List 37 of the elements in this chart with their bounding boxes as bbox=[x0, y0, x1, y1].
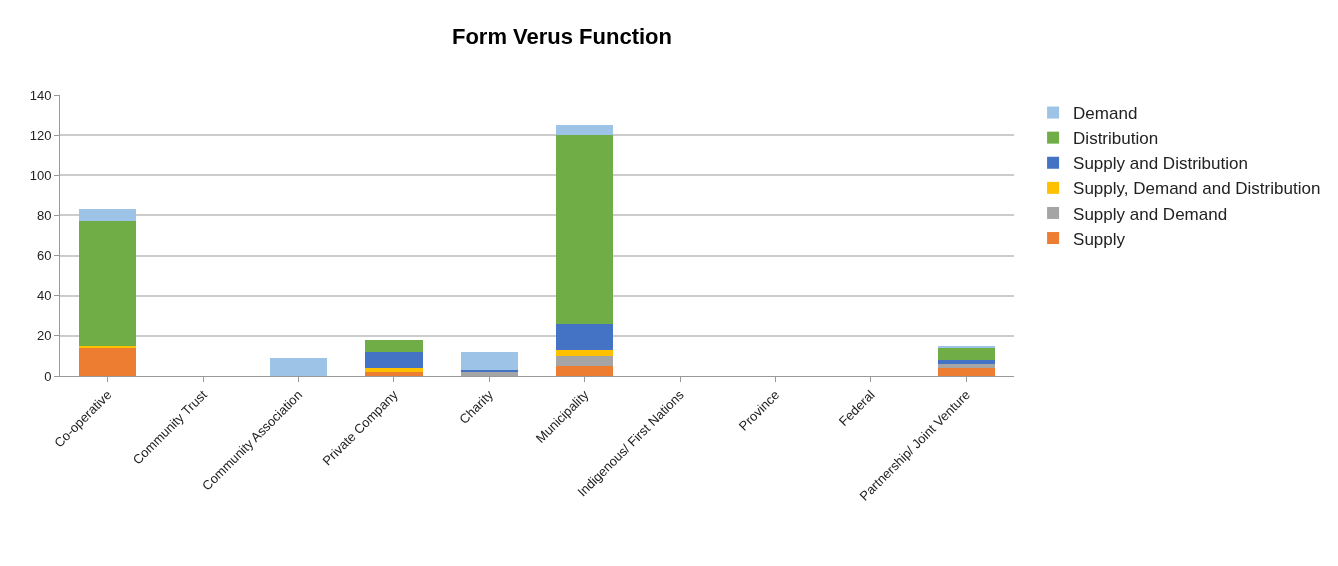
bar bbox=[556, 355, 614, 366]
legend-label: Supply, Demand and Distribution bbox=[1073, 179, 1321, 199]
y-tick-label: 20 bbox=[36, 328, 52, 344]
bar bbox=[79, 209, 137, 222]
bar bbox=[269, 357, 328, 376]
bar bbox=[365, 371, 423, 376]
bar bbox=[79, 345, 137, 348]
bar bbox=[79, 221, 137, 346]
bar bbox=[556, 125, 614, 136]
y-tick-label: 60 bbox=[36, 248, 52, 264]
bar bbox=[556, 365, 614, 376]
legend-label: Distribution bbox=[1073, 129, 1159, 149]
legend-label: Supply and Distribution bbox=[1073, 154, 1248, 174]
bar bbox=[937, 345, 995, 348]
bar bbox=[556, 349, 614, 356]
bar bbox=[556, 323, 614, 350]
bar bbox=[556, 135, 614, 324]
legend-label: Supply and Demand bbox=[1073, 204, 1228, 224]
bar bbox=[365, 339, 423, 352]
legend-label: Demand bbox=[1073, 104, 1138, 124]
y-tick-label: 100 bbox=[29, 167, 52, 183]
y-tick-label: 40 bbox=[36, 288, 52, 304]
bar bbox=[937, 367, 995, 376]
bar bbox=[937, 363, 995, 368]
bar bbox=[365, 351, 423, 368]
bar bbox=[460, 351, 518, 370]
y-tick-label: 80 bbox=[36, 207, 52, 223]
bar bbox=[937, 359, 995, 364]
legend-label: Supply bbox=[1073, 229, 1126, 249]
bar bbox=[79, 347, 137, 376]
chart-title: Form Verus Function bbox=[451, 23, 672, 49]
bar bbox=[365, 367, 423, 372]
bar bbox=[937, 347, 995, 360]
y-tick-label: 0 bbox=[44, 368, 52, 384]
y-tick-label: 120 bbox=[29, 127, 52, 143]
bar bbox=[460, 369, 518, 372]
y-tick-label: 140 bbox=[29, 87, 52, 103]
